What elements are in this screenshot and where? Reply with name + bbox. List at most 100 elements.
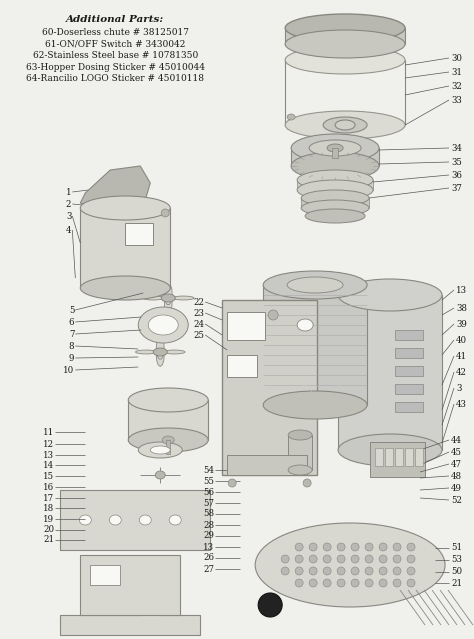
Ellipse shape xyxy=(365,555,373,563)
Bar xyxy=(301,198,369,208)
Ellipse shape xyxy=(161,209,169,217)
Bar xyxy=(395,348,423,358)
Text: 49: 49 xyxy=(451,484,462,493)
Ellipse shape xyxy=(323,543,331,551)
Ellipse shape xyxy=(285,46,405,74)
Ellipse shape xyxy=(281,567,289,575)
Ellipse shape xyxy=(393,555,401,563)
Ellipse shape xyxy=(80,276,170,300)
Text: 54: 54 xyxy=(203,465,214,475)
Ellipse shape xyxy=(338,279,442,311)
Text: 16: 16 xyxy=(43,482,55,491)
Ellipse shape xyxy=(288,465,312,475)
Text: 3: 3 xyxy=(66,212,71,220)
Ellipse shape xyxy=(287,277,343,293)
Bar xyxy=(297,180,373,190)
Text: 40: 40 xyxy=(456,335,467,344)
Ellipse shape xyxy=(305,209,365,223)
Ellipse shape xyxy=(128,388,208,412)
Polygon shape xyxy=(164,283,172,305)
Polygon shape xyxy=(60,595,200,635)
Text: 28: 28 xyxy=(203,521,214,530)
Text: 56: 56 xyxy=(203,488,214,497)
Ellipse shape xyxy=(407,567,415,575)
Text: 20: 20 xyxy=(43,525,55,534)
Text: 11: 11 xyxy=(43,427,55,436)
Ellipse shape xyxy=(268,310,278,320)
Ellipse shape xyxy=(393,579,401,587)
Text: 43: 43 xyxy=(456,399,467,408)
Text: 3: 3 xyxy=(456,383,461,392)
Text: 17: 17 xyxy=(43,493,55,502)
Text: 27: 27 xyxy=(203,564,214,573)
Ellipse shape xyxy=(407,555,415,563)
Ellipse shape xyxy=(288,430,312,440)
Ellipse shape xyxy=(309,140,361,156)
Ellipse shape xyxy=(263,391,367,419)
Ellipse shape xyxy=(309,555,317,563)
Text: 52: 52 xyxy=(451,495,462,505)
Text: 23: 23 xyxy=(193,309,204,318)
Ellipse shape xyxy=(79,515,91,525)
Bar xyxy=(385,448,393,466)
Ellipse shape xyxy=(365,543,373,551)
Ellipse shape xyxy=(327,144,343,152)
Ellipse shape xyxy=(379,555,387,563)
Text: 42: 42 xyxy=(456,367,467,376)
Ellipse shape xyxy=(150,446,170,454)
Text: 64-Rancilio LOGO Sticker # 45010118: 64-Rancilio LOGO Sticker # 45010118 xyxy=(26,74,204,83)
Bar xyxy=(338,295,442,450)
Ellipse shape xyxy=(351,579,359,587)
Ellipse shape xyxy=(337,555,345,563)
Ellipse shape xyxy=(161,294,175,302)
Bar xyxy=(332,148,338,158)
Text: 22: 22 xyxy=(193,298,204,307)
Ellipse shape xyxy=(139,515,151,525)
Ellipse shape xyxy=(379,567,387,575)
Text: 61-ON/OFF Switch # 3430042: 61-ON/OFF Switch # 3430042 xyxy=(45,40,185,49)
Polygon shape xyxy=(164,350,185,354)
Bar xyxy=(80,208,170,288)
Bar xyxy=(405,448,413,466)
Polygon shape xyxy=(80,166,150,210)
Text: 24: 24 xyxy=(193,320,204,328)
Text: 9: 9 xyxy=(69,353,74,362)
Polygon shape xyxy=(135,350,157,354)
Polygon shape xyxy=(156,337,164,359)
Ellipse shape xyxy=(309,579,317,587)
Text: 48: 48 xyxy=(451,472,462,481)
Ellipse shape xyxy=(407,543,415,551)
Bar xyxy=(80,555,180,615)
Bar xyxy=(375,448,383,466)
Text: 21: 21 xyxy=(43,535,55,544)
Bar xyxy=(395,384,423,394)
Ellipse shape xyxy=(351,555,359,563)
Text: 31: 31 xyxy=(451,68,462,77)
Bar xyxy=(166,440,170,454)
Text: 35: 35 xyxy=(451,157,462,167)
Text: 2: 2 xyxy=(66,199,71,208)
Ellipse shape xyxy=(291,134,379,162)
Ellipse shape xyxy=(365,579,373,587)
Ellipse shape xyxy=(301,190,369,206)
Text: 15: 15 xyxy=(43,472,55,481)
Bar xyxy=(128,400,208,440)
Text: 6: 6 xyxy=(69,318,74,327)
Text: 13: 13 xyxy=(43,450,55,459)
Ellipse shape xyxy=(323,567,331,575)
Ellipse shape xyxy=(169,515,181,525)
Bar xyxy=(91,565,120,585)
Polygon shape xyxy=(173,296,194,300)
Bar xyxy=(60,490,210,550)
Text: 29: 29 xyxy=(203,532,214,541)
Text: 26: 26 xyxy=(203,553,214,562)
Bar xyxy=(227,455,307,475)
Ellipse shape xyxy=(379,543,387,551)
Ellipse shape xyxy=(351,567,359,575)
Ellipse shape xyxy=(285,111,405,139)
Ellipse shape xyxy=(109,515,121,525)
Ellipse shape xyxy=(393,567,401,575)
Ellipse shape xyxy=(379,579,387,587)
Text: 57: 57 xyxy=(203,498,214,507)
Text: 13: 13 xyxy=(456,286,467,295)
